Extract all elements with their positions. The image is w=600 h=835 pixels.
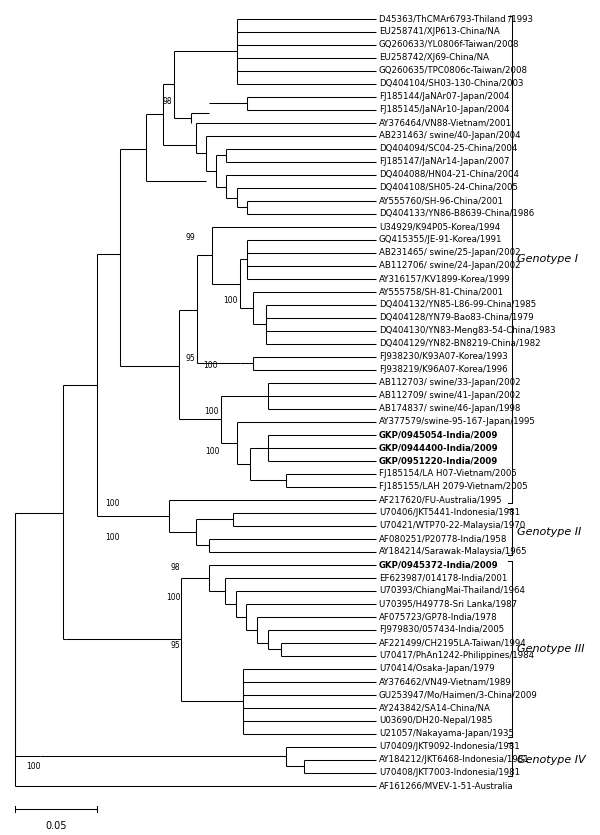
Text: DQ404104/SH03-130-China/2003: DQ404104/SH03-130-China/2003 [379, 79, 523, 89]
Text: 95: 95 [186, 353, 196, 362]
Text: DQ404130/YN83-Meng83-54-China/1983: DQ404130/YN83-Meng83-54-China/1983 [379, 326, 556, 336]
Text: 98: 98 [163, 97, 172, 106]
Text: D45363/ThCMAr6793-Thiland /1993: D45363/ThCMAr6793-Thiland /1993 [379, 14, 533, 23]
Text: AF217620/FU-Australia/1995: AF217620/FU-Australia/1995 [379, 495, 503, 504]
Text: U21057/Nakayama-Japan/1935: U21057/Nakayama-Japan/1935 [379, 729, 514, 738]
Text: 98: 98 [170, 563, 180, 572]
Text: GQ415355/JE-91-Korea/1991: GQ415355/JE-91-Korea/1991 [379, 235, 502, 245]
Text: Genotype I: Genotype I [517, 255, 578, 265]
Text: 100: 100 [106, 499, 120, 508]
Text: U70414/Osaka-Japan/1979: U70414/Osaka-Japan/1979 [379, 664, 494, 673]
Text: 100: 100 [26, 762, 40, 771]
Text: AB112703/ swine/33-Japan/2002: AB112703/ swine/33-Japan/2002 [379, 378, 521, 387]
Text: U70408/JKT7003-Indonesia/1981: U70408/JKT7003-Indonesia/1981 [379, 768, 520, 777]
Text: 99: 99 [186, 233, 196, 242]
Text: FJ938230/K93A07-Korea/1993: FJ938230/K93A07-Korea/1993 [379, 352, 508, 362]
Text: U03690/DH20-Nepal/1985: U03690/DH20-Nepal/1985 [379, 716, 493, 725]
Text: U34929/K94P05-Korea/1994: U34929/K94P05-Korea/1994 [379, 222, 500, 231]
Text: AF080251/P20778-India/1958: AF080251/P20778-India/1958 [379, 534, 508, 543]
Text: 100: 100 [203, 362, 218, 371]
Text: FJ185154/LA H07-Vietnam/2005: FJ185154/LA H07-Vietnam/2005 [379, 469, 517, 478]
Text: AY184212/JKT6468-Indonesia/1981: AY184212/JKT6468-Indonesia/1981 [379, 755, 530, 764]
Text: DQ404108/SH05-24-China/2005: DQ404108/SH05-24-China/2005 [379, 184, 518, 192]
Text: GKP/0945372-India/2009: GKP/0945372-India/2009 [379, 560, 499, 569]
Text: AY555760/SH-96-China/2001: AY555760/SH-96-China/2001 [379, 196, 504, 205]
Text: AY184214/Sarawak-Malaysia/1965: AY184214/Sarawak-Malaysia/1965 [379, 547, 527, 556]
Text: DQ404088/HN04-21-China/2004: DQ404088/HN04-21-China/2004 [379, 170, 519, 180]
Text: EU258742/XJ69-China/NA: EU258742/XJ69-China/NA [379, 53, 489, 63]
Text: GKP/0945054-India/2009: GKP/0945054-India/2009 [379, 430, 499, 439]
Text: U70421/WTP70-22-Malaysia/1970: U70421/WTP70-22-Malaysia/1970 [379, 521, 525, 530]
Text: 100: 100 [205, 447, 219, 456]
Text: 0.05: 0.05 [45, 821, 67, 831]
Text: DQ404133/YN86-B8639-China/1986: DQ404133/YN86-B8639-China/1986 [379, 210, 534, 219]
Text: Genotype II: Genotype II [517, 527, 581, 537]
Text: FJ185145/JaNAr10-Japan/2004: FJ185145/JaNAr10-Japan/2004 [379, 105, 509, 114]
Text: DQ404128/YN79-Bao83-China/1979: DQ404128/YN79-Bao83-China/1979 [379, 313, 533, 322]
Text: U70395/H49778-Sri Lanka/1987: U70395/H49778-Sri Lanka/1987 [379, 600, 517, 608]
Text: Genotype III: Genotype III [517, 644, 584, 654]
Text: Genotype IV: Genotype IV [517, 755, 586, 765]
Text: EU258741/XJP613-China/NA: EU258741/XJP613-China/NA [379, 28, 500, 37]
Text: EF623987/014178-India/2001: EF623987/014178-India/2001 [379, 573, 508, 582]
Text: AB231463/ swine/40-Japan/2004: AB231463/ swine/40-Japan/2004 [379, 131, 521, 140]
Text: U70417/PhAn1242-Philippines/1984: U70417/PhAn1242-Philippines/1984 [379, 651, 534, 660]
Text: U70409/JKT9092-Indonesia/1981: U70409/JKT9092-Indonesia/1981 [379, 742, 520, 751]
Text: GU253947/Mo/Haimen/3-China/2009: GU253947/Mo/Haimen/3-China/2009 [379, 690, 538, 699]
Text: AF221499/CH2195LA-Taiwan/1994: AF221499/CH2195LA-Taiwan/1994 [379, 638, 527, 647]
Text: DQ404094/SC04-25-China/2004: DQ404094/SC04-25-China/2004 [379, 144, 517, 154]
Text: AB112706/ swine/24-Japan/2002: AB112706/ swine/24-Japan/2002 [379, 261, 521, 271]
Text: FJ185144/JaNAr07-Japan/2004: FJ185144/JaNAr07-Japan/2004 [379, 93, 509, 101]
Text: FJ938219/K96A07-Korea/1996: FJ938219/K96A07-Korea/1996 [379, 365, 508, 374]
Text: 100: 100 [223, 296, 238, 306]
Text: AB231465/ swine/25-Japan/2002: AB231465/ swine/25-Japan/2002 [379, 248, 521, 257]
Text: AB112709/ swine/41-Japan/2002: AB112709/ swine/41-Japan/2002 [379, 392, 520, 400]
Text: 95: 95 [170, 640, 180, 650]
Text: AF161266/MVEV-1-51-Australia: AF161266/MVEV-1-51-Australia [379, 781, 514, 790]
Text: GKP/0944400-India/2009: GKP/0944400-India/2009 [379, 443, 499, 453]
Text: GKP/0951220-India/2009: GKP/0951220-India/2009 [379, 456, 498, 465]
Text: AF075723/GP78-India/1978: AF075723/GP78-India/1978 [379, 612, 497, 621]
Text: GQ260635/TPC0806c-Taiwan/2008: GQ260635/TPC0806c-Taiwan/2008 [379, 67, 528, 75]
Text: AY243842/SA14-China/NA: AY243842/SA14-China/NA [379, 703, 491, 712]
Text: AY555758/SH-81-China/2001: AY555758/SH-81-China/2001 [379, 287, 504, 296]
Text: GQ260633/YL0806f-Taiwan/2008: GQ260633/YL0806f-Taiwan/2008 [379, 40, 520, 49]
Text: 100: 100 [204, 407, 218, 416]
Text: AY376462/VN49-Vietnam/1989: AY376462/VN49-Vietnam/1989 [379, 677, 512, 686]
Text: AY377579/swine-95-167-Japan/1995: AY377579/swine-95-167-Japan/1995 [379, 418, 536, 426]
Text: FJ185155/LAH 2079-Vietnam/2005: FJ185155/LAH 2079-Vietnam/2005 [379, 482, 528, 491]
Text: U70406/JKT5441-Indonesia/1981: U70406/JKT5441-Indonesia/1981 [379, 509, 520, 517]
Text: FJ979830/057434-India/2005: FJ979830/057434-India/2005 [379, 625, 504, 634]
Text: FJ185147/JaNAr14-Japan/2007: FJ185147/JaNAr14-Japan/2007 [379, 157, 509, 166]
Text: DQ404129/YN82-BN8219-China/1982: DQ404129/YN82-BN8219-China/1982 [379, 339, 541, 348]
Text: AY316157/KV1899-Korea/1999: AY316157/KV1899-Korea/1999 [379, 275, 511, 283]
Text: AY376464/VN88-Vietnam/2001: AY376464/VN88-Vietnam/2001 [379, 119, 512, 128]
Text: 100: 100 [106, 533, 120, 542]
Text: U70393/ChiangMai-Thailand/1964: U70393/ChiangMai-Thailand/1964 [379, 586, 525, 595]
Text: AB174837/ swine/46-Japan/1998: AB174837/ swine/46-Japan/1998 [379, 404, 520, 413]
Text: DQ404132/YN85-L86-99-China/1985: DQ404132/YN85-L86-99-China/1985 [379, 301, 536, 309]
Text: 100: 100 [166, 593, 180, 602]
